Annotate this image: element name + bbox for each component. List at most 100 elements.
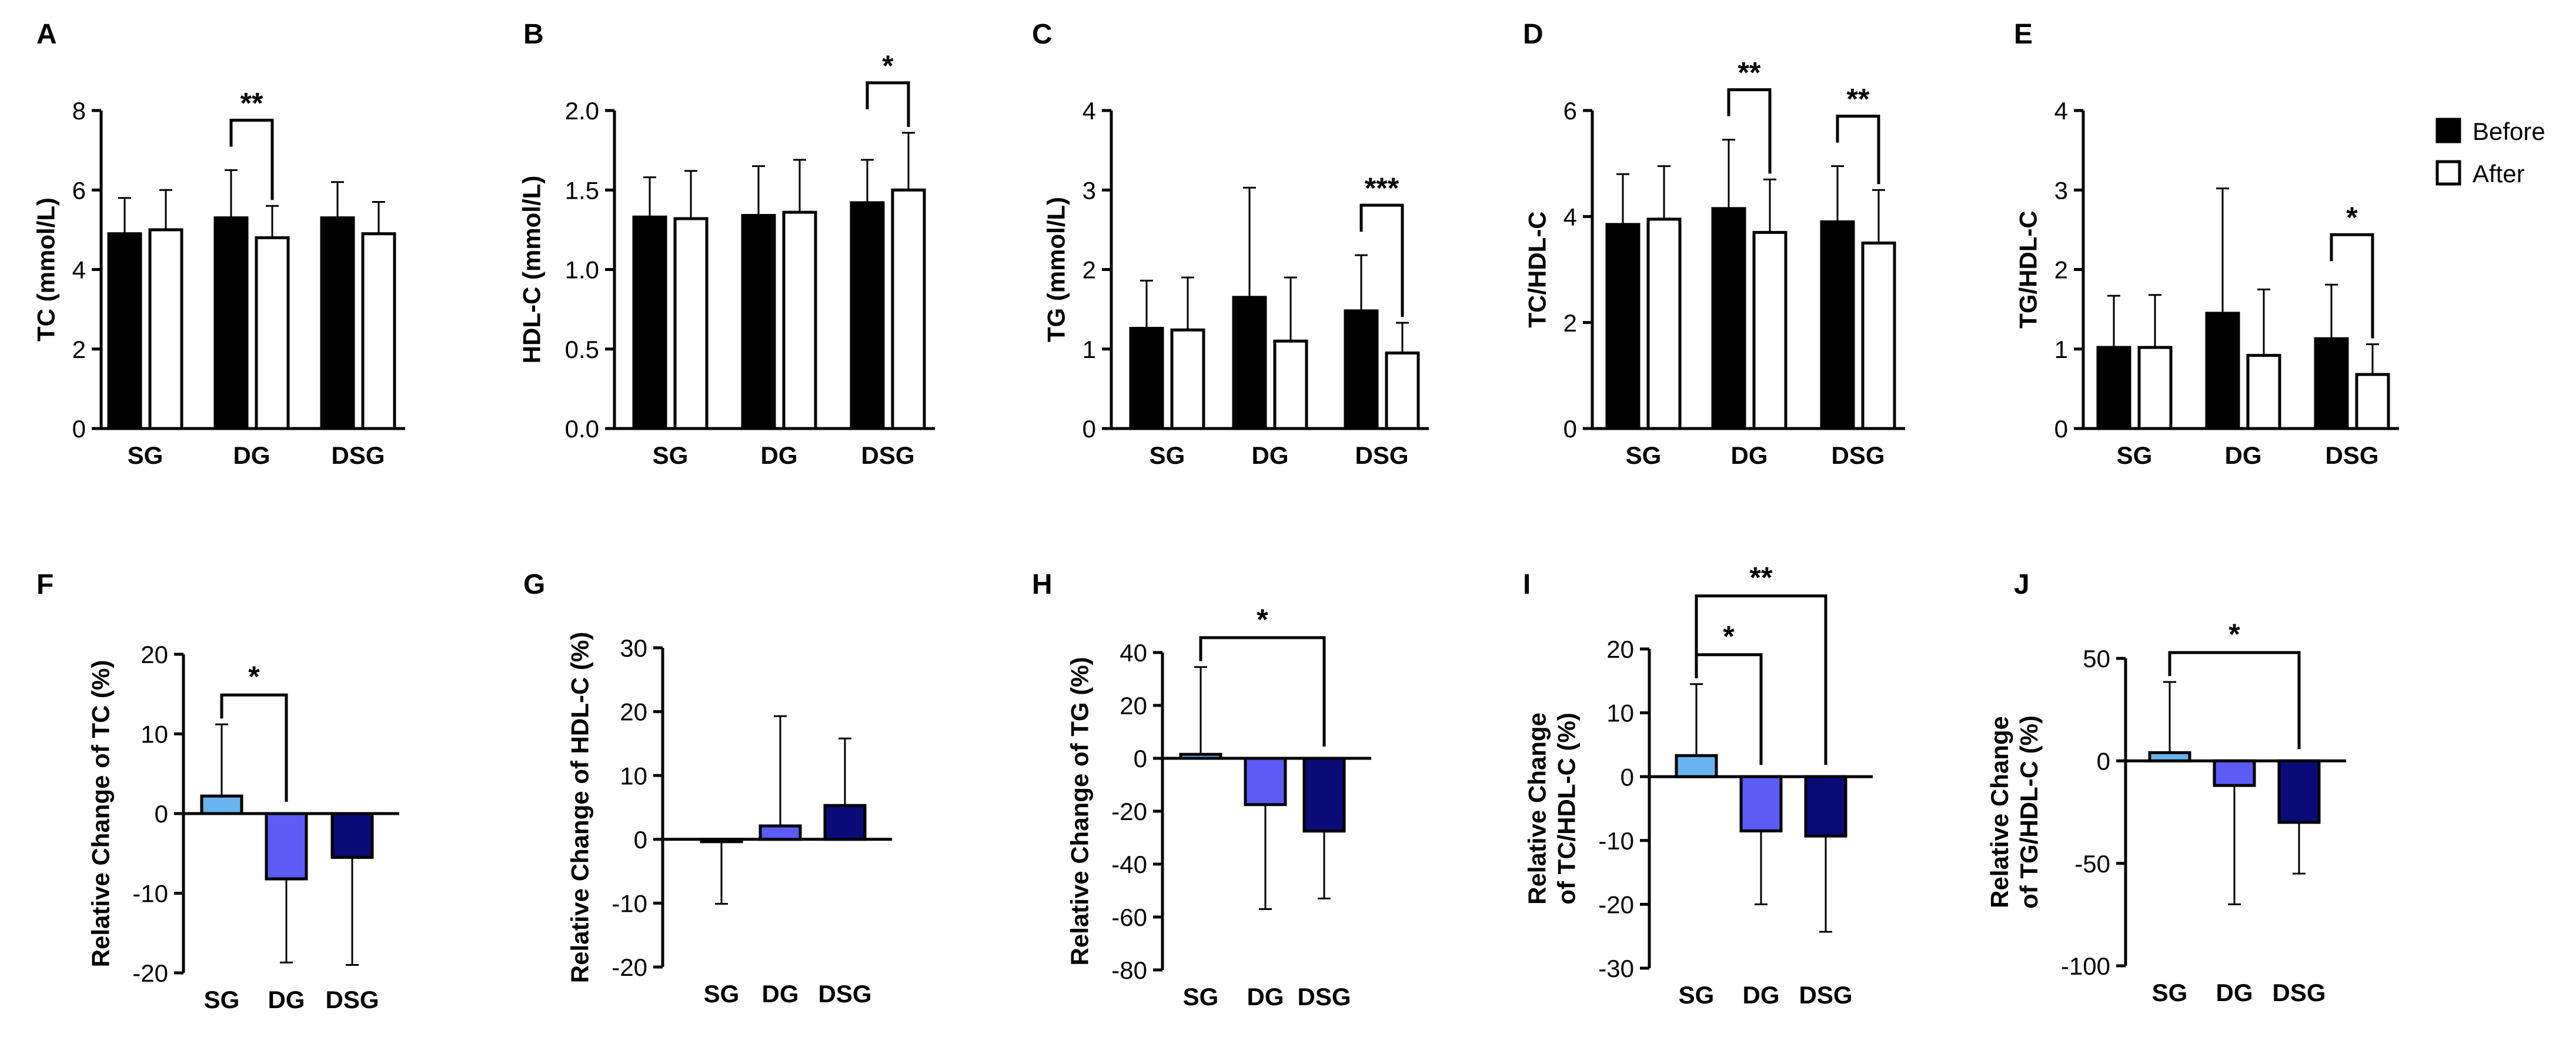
bar-before bbox=[320, 216, 355, 430]
bar-dg bbox=[1244, 757, 1287, 807]
bar-after bbox=[1273, 339, 1308, 430]
x-tick-label: DG bbox=[1743, 981, 1780, 1009]
y-tick-label: 1.0 bbox=[565, 256, 599, 284]
chart-panel-h: -80 -60 -40 -20 0 20 40 Relative Change of TG (… bbox=[1065, 603, 1371, 1010]
significance-bracket bbox=[229, 118, 274, 200]
y-axis-title: Relative Change bbox=[1986, 716, 2013, 908]
y-tick-label: -100 bbox=[2061, 952, 2110, 980]
y-tick-label: 2.0 bbox=[565, 97, 599, 125]
y-axis-title: of TC/HDL-C (%) bbox=[1552, 712, 1580, 905]
x-tick-label: DSG bbox=[325, 986, 379, 1013]
bar-after bbox=[1752, 230, 1788, 430]
y-tick-label: -30 bbox=[1598, 955, 1634, 982]
bar-before bbox=[1232, 296, 1267, 430]
y-tick-label: -20 bbox=[1598, 891, 1634, 919]
bar-before bbox=[2205, 312, 2240, 430]
y-tick-label: -20 bbox=[1111, 798, 1147, 825]
x-tick-label: DSG bbox=[861, 441, 914, 469]
panel-letter-c: C bbox=[1032, 19, 1053, 50]
bar-after bbox=[1646, 218, 1682, 430]
significance-label: ** bbox=[1750, 561, 1773, 594]
bar-before bbox=[741, 214, 776, 430]
chart-panel-f: -20 -10 0 10 20 Relative Change of TC (%) SG DG… bbox=[86, 641, 399, 1013]
panel-letter-g: G bbox=[523, 569, 545, 600]
significance-label: *** bbox=[1365, 172, 1399, 205]
x-tick-label: SG bbox=[1150, 441, 1185, 469]
x-tick-label: DG bbox=[233, 441, 270, 469]
y-tick-label: -60 bbox=[1111, 904, 1147, 931]
significance-bracket bbox=[1359, 203, 1404, 317]
bar-before bbox=[213, 216, 249, 430]
legend-swatch-after bbox=[2435, 160, 2461, 186]
y-tick-label: -80 bbox=[1111, 956, 1147, 984]
x-tick-label: DG bbox=[1731, 441, 1768, 469]
significance-label: * bbox=[1723, 620, 1735, 653]
bar-dg bbox=[2213, 759, 2256, 787]
significance-label: * bbox=[2346, 201, 2358, 234]
panel-letter-d: D bbox=[1523, 19, 1543, 50]
bar-before bbox=[632, 215, 667, 430]
bar-after bbox=[2355, 373, 2390, 430]
panel-letter-h: H bbox=[1032, 569, 1053, 600]
y-tick-label: 0 bbox=[1082, 415, 1096, 443]
bar-sg bbox=[1179, 752, 1222, 760]
bar-dsg bbox=[330, 812, 374, 859]
x-tick-label: SG bbox=[2117, 441, 2153, 469]
bar-after bbox=[1861, 241, 1896, 430]
legend-label-before: Before bbox=[2473, 118, 2545, 145]
x-tick-label: SG bbox=[1626, 441, 1662, 469]
bar-after bbox=[2246, 354, 2281, 430]
bar-dsg bbox=[2277, 759, 2321, 824]
bar-sg bbox=[200, 794, 243, 815]
x-tick-label: SG bbox=[1183, 983, 1219, 1010]
panel-letter-j: J bbox=[2014, 569, 2030, 600]
x-tick-label: DSG bbox=[2325, 441, 2378, 469]
y-tick-label: 4 bbox=[1082, 97, 1096, 125]
y-tick-label: 0.0 bbox=[565, 415, 599, 443]
significance-label: * bbox=[882, 49, 894, 82]
panel-letter-b: B bbox=[523, 19, 544, 50]
y-tick-label: 2 bbox=[2054, 256, 2068, 284]
panel-letter-a: A bbox=[36, 19, 57, 50]
y-tick-label: -10 bbox=[1598, 827, 1634, 855]
chart-panel-d: 0 2 4 6 TC/HDL-C SG DG DSG ** ** bbox=[1523, 56, 1905, 469]
y-axis-title: TC (mmol/L) bbox=[32, 198, 59, 342]
significance-bracket bbox=[220, 693, 288, 802]
y-tick-label: 1 bbox=[1082, 336, 1096, 363]
y-tick-label: 0 bbox=[2054, 415, 2068, 443]
significance-bracket bbox=[1836, 115, 1880, 185]
bar-dg bbox=[1739, 775, 1783, 833]
x-tick-label: DSG bbox=[1799, 981, 1852, 1009]
bar-sg bbox=[1675, 754, 1718, 778]
chart-panel-b: 0.0 0.5 1.0 1.5 2.0 HDL-C (mmol/L) SG DG DSG * bbox=[517, 49, 935, 469]
bar-before bbox=[2314, 337, 2349, 430]
x-tick-label: DSG bbox=[2272, 979, 2326, 1006]
x-tick-label: DSG bbox=[818, 980, 871, 1008]
y-tick-label: 20 bbox=[620, 698, 647, 726]
x-tick-label: SG bbox=[2152, 979, 2188, 1006]
bar-sg bbox=[2148, 751, 2191, 762]
bar-before bbox=[1344, 309, 1379, 430]
y-axis-title: Relative Change of TG (%) bbox=[1065, 657, 1093, 965]
significance-bracket bbox=[1199, 636, 1326, 747]
legend-label-after: After bbox=[2473, 160, 2525, 188]
y-tick-label: -50 bbox=[2074, 850, 2110, 878]
bar-before bbox=[1820, 220, 1855, 430]
y-tick-label: 8 bbox=[72, 97, 86, 125]
panel-letter-i: I bbox=[1523, 569, 1531, 600]
y-tick-label: 4 bbox=[72, 256, 86, 284]
y-tick-label: 0 bbox=[634, 826, 647, 854]
chart-panel-e: 0 1 2 3 4 TG/HDL-C SG DG DSG * bbox=[2014, 97, 2399, 469]
x-tick-label: SG bbox=[653, 441, 689, 469]
x-tick-label: DG bbox=[268, 986, 305, 1013]
x-tick-label: SG bbox=[704, 980, 740, 1008]
bar-before bbox=[1129, 327, 1164, 430]
significance-label: * bbox=[2228, 618, 2240, 651]
bar-before bbox=[2096, 346, 2131, 430]
chart-panel-a: 0 2 4 6 8 TC (mmol/L) SG DG DSG ** bbox=[32, 86, 405, 469]
x-tick-label: SG bbox=[204, 986, 240, 1013]
bar-after bbox=[782, 210, 817, 430]
significance-bracket bbox=[2330, 233, 2374, 339]
significance-label: ** bbox=[240, 86, 263, 119]
